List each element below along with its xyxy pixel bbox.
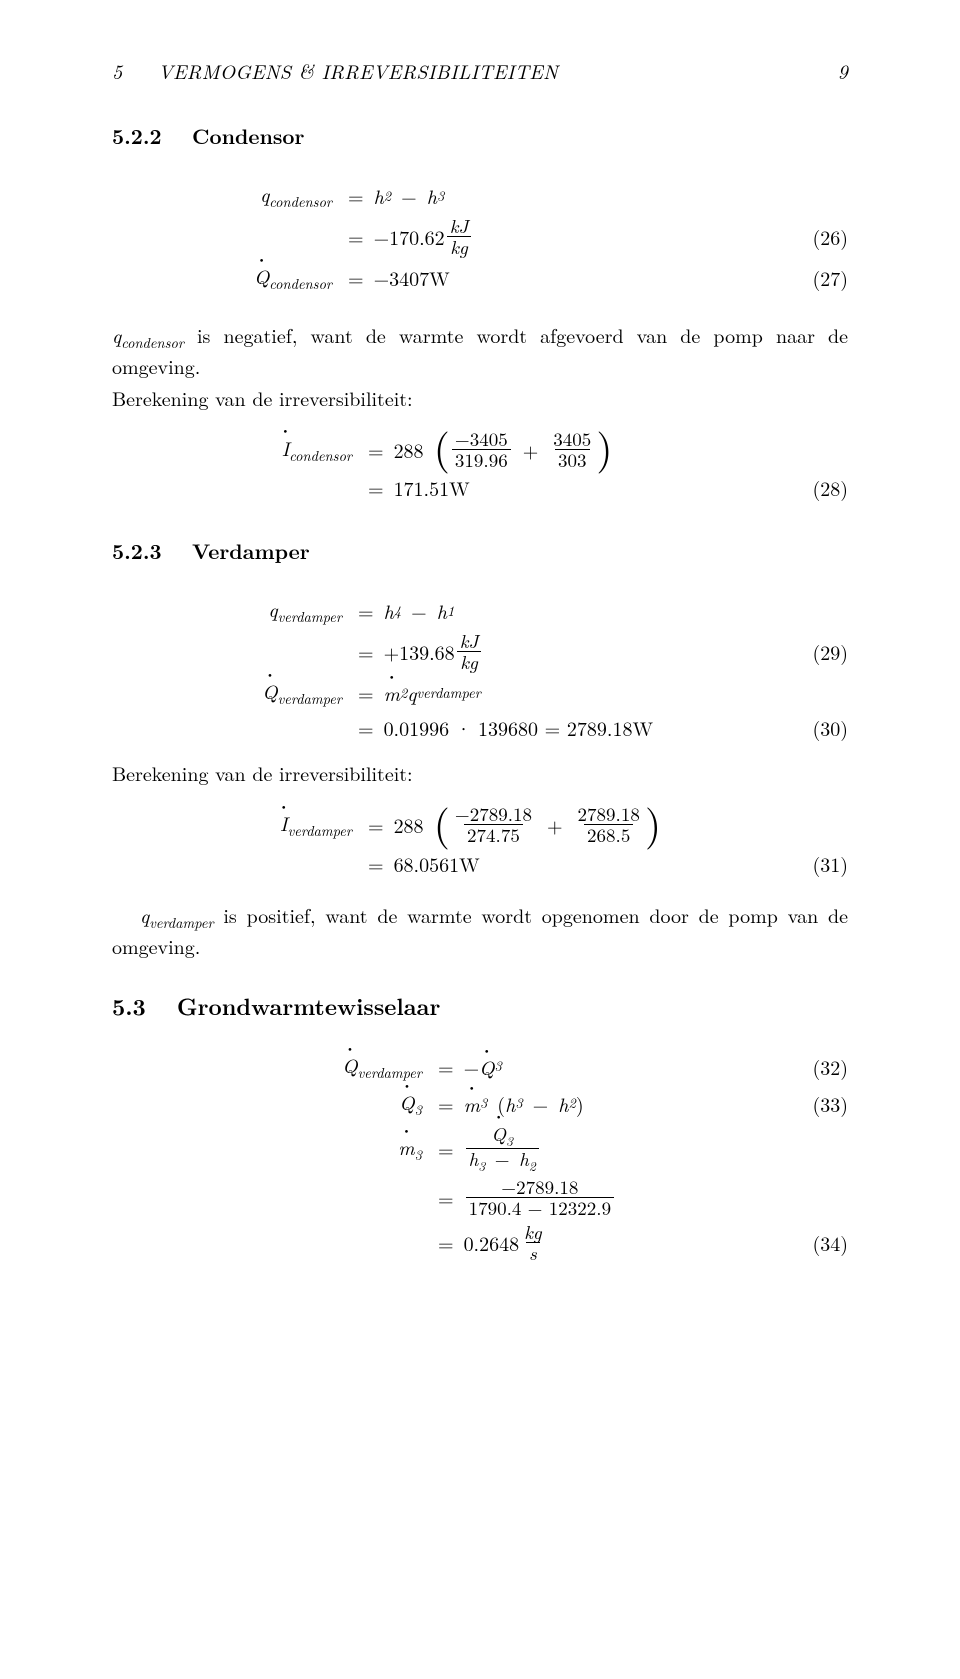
equation-row: Iverdamper = 288 ( −2789.18 274.75 + 278… xyxy=(112,804,848,845)
subsection-title: Condensor xyxy=(192,121,304,151)
section-title: Grondwarmtewisselaar xyxy=(177,989,441,1022)
fraction: Q3 h3 − h2 xyxy=(466,1124,539,1173)
eq-tag: (31) xyxy=(800,849,848,878)
equation-row: = 0.01996 · 139680 = 2789.18W (30) xyxy=(112,713,848,742)
eq-tag: (34) xyxy=(800,1228,848,1257)
equation-31-block: Iverdamper = 288 ( −2789.18 274.75 + 278… xyxy=(112,804,848,878)
equation-row: qcondensor = h2 − h3 xyxy=(112,179,848,212)
eq-lhs: Qverdamper xyxy=(112,676,348,709)
eq-lhs: Q3 xyxy=(112,1087,428,1120)
paragraph: Berekening van de irreversibiliteit: xyxy=(112,760,848,786)
eq-tag: (32) xyxy=(800,1052,848,1081)
equation-row: m3 = Q3 h3 − h2 xyxy=(112,1124,848,1173)
paragraph: qverdamper is positief, want de warmte w… xyxy=(112,902,848,959)
fraction: −3405 319.96 xyxy=(452,429,511,470)
equation-row: Q3 = m3 (h3 − h2) (33) xyxy=(112,1087,848,1120)
equation-row: Qverdamper = m2qverdamper xyxy=(112,676,848,709)
eq-rhs: 0.01996 · 139680 = 2789.18W xyxy=(384,713,800,742)
eq-rhs: h4 − h1 xyxy=(384,596,800,625)
paragraph: Berekening van de irreversibiliteit: xyxy=(112,385,848,411)
equation-row: Qcondensor = −3407W (27) xyxy=(112,261,848,294)
header-page-number: 9 xyxy=(838,56,848,85)
header-section-title: VERMOGENS & IRREVERSIBILITEITEN xyxy=(158,56,558,85)
paragraph: qcondensor is negatief, want de warmte w… xyxy=(112,322,848,379)
eq-rhs: −170.62 kJ kg xyxy=(374,216,800,257)
eq-lhs: Qverdamper xyxy=(112,1050,428,1083)
subsection-title: Verdamper xyxy=(192,536,310,566)
section-5-3: 5.3 Grondwarmtewisselaar xyxy=(112,989,848,1022)
equation-row: = 171.51W (28) xyxy=(112,473,848,502)
running-header: 5 VERMOGENS & IRREVERSIBILITEITEN 9 xyxy=(112,56,848,85)
unit-fraction: kJ kg xyxy=(457,631,482,672)
eq-rhs: −Q3 xyxy=(464,1052,800,1081)
equation-row: = 0.2648 kg s (34) xyxy=(112,1222,848,1263)
page: 5 VERMOGENS & IRREVERSIBILITEITEN 9 5.2.… xyxy=(0,0,960,1331)
eq-rhs: Q3 h3 − h2 xyxy=(464,1124,800,1173)
equation-row: = −170.62 kJ kg (26) xyxy=(112,216,848,257)
eq-rhs: 288 ( −3405 319.96 + 3405 303 ) xyxy=(394,429,800,470)
eq-tag: (30) xyxy=(800,713,848,742)
eq-rhs: 0.2648 kg s xyxy=(464,1222,800,1263)
header-section-number: 5 xyxy=(112,56,122,85)
equation-32-34-block: Qverdamper = −Q3 (32) Q3 = m3 (h3 − h2) … xyxy=(112,1050,848,1263)
equation-28-block: Icondensor = 288 ( −3405 319.96 + 3405 3… xyxy=(112,429,848,503)
eq-equals: = xyxy=(338,181,374,210)
eq-lhs: Iverdamper xyxy=(112,808,358,841)
subsection-number: 5.2.3 xyxy=(112,536,184,566)
equation-26-27-block: qcondensor = h2 − h3 = −170.62 kJ kg (26… xyxy=(112,179,848,294)
eq-rhs: −2789.18 1790.4 − 12322.9 xyxy=(464,1177,800,1218)
equation-row: Icondensor = 288 ( −3405 319.96 + 3405 3… xyxy=(112,429,848,470)
eq-rhs: +139.68 kJ kg xyxy=(384,631,800,672)
eq-tag: (29) xyxy=(800,637,848,666)
section-number: 5.3 xyxy=(112,989,168,1022)
eq-rhs: m3 (h3 − h2) xyxy=(464,1089,800,1118)
equation-row: qverdamper = h4 − h1 xyxy=(112,594,848,627)
eq-rhs: −3407W xyxy=(374,263,800,292)
eq-lhs: qcondensor xyxy=(112,179,338,212)
subsection-5-2-3: 5.2.3 Verdamper xyxy=(112,536,848,566)
eq-rhs: 288 ( −2789.18 274.75 + 2789.18 268.5 ) xyxy=(394,804,800,845)
eq-tag: (33) xyxy=(800,1089,848,1118)
equation-row: = −2789.18 1790.4 − 12322.9 xyxy=(112,1177,848,1218)
subsection-number: 5.2.2 xyxy=(112,121,184,151)
fraction: −2789.18 274.75 xyxy=(452,804,535,845)
unit-fraction: kJ kg xyxy=(447,216,472,257)
eq-tag: (27) xyxy=(800,263,848,292)
eq-lhs: Icondensor xyxy=(112,433,358,466)
eq-rhs: h2 − h3 xyxy=(374,181,800,210)
eq-rhs: 171.51W xyxy=(394,473,800,502)
eq-tag: (28) xyxy=(800,473,848,502)
eq-lhs: Qcondensor xyxy=(112,261,338,294)
equation-row: Qverdamper = −Q3 (32) xyxy=(112,1050,848,1083)
subsection-5-2-2: 5.2.2 Condensor xyxy=(112,121,848,151)
fraction: 3405 303 xyxy=(550,429,594,470)
equation-row: = +139.68 kJ kg (29) xyxy=(112,631,848,672)
equation-row: = 68.0561W (31) xyxy=(112,849,848,878)
eq-rhs: m2qverdamper xyxy=(384,678,800,707)
fraction: 2789.18 268.5 xyxy=(575,804,643,845)
equation-29-30-block: qverdamper = h4 − h1 = +139.68 kJ kg (29… xyxy=(112,594,848,742)
header-left: 5 VERMOGENS & IRREVERSIBILITEITEN xyxy=(112,56,558,85)
unit-fraction: kg s xyxy=(521,1222,544,1263)
fraction: −2789.18 1790.4 − 12322.9 xyxy=(466,1177,615,1218)
eq-lhs: qverdamper xyxy=(112,594,348,627)
eq-lhs: m3 xyxy=(112,1132,428,1165)
eq-tag: (26) xyxy=(800,222,848,251)
eq-rhs: 68.0561W xyxy=(394,849,800,878)
